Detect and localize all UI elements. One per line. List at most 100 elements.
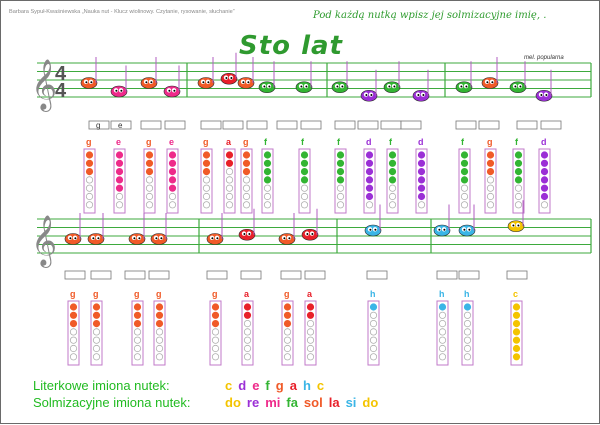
legend-solfege-5: la: [328, 395, 340, 410]
row1-flute-0-hole: [85, 176, 94, 184]
row1-flute-8: f: [298, 137, 311, 214]
row2-answer-box-11: [506, 270, 528, 280]
row1-answer-box-8: [300, 120, 322, 130]
row2-flute-8-hole: [369, 328, 378, 336]
row2-note-0: [64, 213, 82, 245]
row1-answer-box-3: [164, 120, 186, 130]
row1-flute-4-hole: [202, 184, 211, 192]
row1-note-16: [535, 69, 553, 102]
row1-flute-12: d: [415, 137, 428, 214]
row1-flute-6-hole: [242, 184, 251, 192]
row1-note-7-pupil-left: [263, 85, 266, 88]
row1-flute-14-hole: [486, 159, 495, 167]
row2-note-1: [87, 213, 105, 245]
row2-flute-9-hole: [438, 311, 447, 319]
row2-note-10-pupil-right: [468, 228, 471, 231]
row1-flute-5-hole: [225, 168, 234, 176]
row1-answer-box-11: [380, 120, 402, 130]
row1-flute-14-hole: [486, 192, 495, 201]
row1-flute-2-hole: [145, 192, 154, 201]
row2-flute-1-hole: [92, 303, 101, 311]
row2-flute-4-hole: [211, 344, 220, 353]
row1-flute-3-hole: [168, 159, 177, 167]
row1-note-6-head: [237, 77, 255, 89]
row1-flute-9-hole: [336, 159, 345, 167]
row2-note-4: [206, 213, 224, 245]
row1-flute-2-hole: [145, 159, 154, 167]
row2-flute-6: g: [281, 289, 294, 366]
row2-flute-3-hole: [155, 311, 164, 319]
row2-note-5-pupil-left: [243, 232, 246, 235]
row2-flute-9-hole: [438, 353, 447, 361]
row2-note-11-pupil-right: [517, 224, 520, 227]
legend-letter-row: Literkowe imiona nutek:: [33, 378, 170, 393]
row1-flute-14: g: [484, 137, 497, 214]
row2-flute-1-hole: [92, 353, 101, 361]
row2-note-7: [301, 208, 319, 241]
row1-flute-15-hole: [514, 168, 523, 176]
row2-flute-3-hole: [155, 328, 164, 336]
row1-flute-0: g: [83, 137, 96, 214]
row2-note-8: [364, 204, 382, 237]
row1-note-5-pupil-right: [230, 76, 233, 79]
row2-note-8-head: [364, 224, 382, 237]
row1-note-3-head: [163, 85, 181, 98]
row1-note-11-pupil-left: [388, 85, 391, 88]
row1-note-4-head: [197, 77, 215, 89]
instruction-text: Pod każdą nutką wpisz jej solmizacyjne i…: [313, 10, 547, 21]
row1-note-1-head: [110, 85, 128, 98]
row1-flute-4-hole: [202, 201, 211, 209]
row2-flute-4-letter: g: [212, 289, 218, 299]
row1-flute-11-hole: [388, 168, 397, 176]
row1-flute-7: f: [261, 137, 274, 214]
row2-note-3-head: [150, 233, 168, 245]
row1-note-1-pupil-left: [115, 89, 118, 92]
row2-flute-5-hole: [243, 311, 252, 319]
row1-flute-9-hole: [336, 151, 345, 159]
legend-solfege-2: mi: [265, 395, 281, 410]
row2-note-5-pupil-right: [248, 232, 251, 235]
row1-note-9-pupil-right: [341, 85, 344, 88]
row1-flute-11-hole: [388, 201, 397, 209]
row1-treble-clef-icon: 𝄞: [31, 60, 57, 112]
row2-flute-5-hole: [243, 353, 252, 361]
row1-flute-12-hole: [417, 159, 426, 167]
row2-note-9: [433, 204, 451, 237]
legend-solfege-3: fa: [286, 395, 298, 410]
row2-flute-3-hole: [155, 319, 164, 328]
row1-answer-box-0-example-text: g: [96, 121, 100, 130]
row2-flute-8-letter: h: [370, 289, 376, 299]
row1-flute-16-hole: [540, 151, 549, 159]
row2-flute-8: h: [367, 289, 380, 366]
row1-note-2-pupil-left: [145, 81, 148, 84]
song-title: Sto lat: [239, 31, 343, 61]
row1-flute-1-hole: [115, 201, 124, 209]
row1-flute-13-hole: [460, 201, 469, 209]
legend-letter-6: h: [302, 378, 311, 393]
legend-letter-2: e: [252, 378, 260, 393]
row1-note-7-head: [258, 81, 276, 94]
row1-flute-12-letter: d: [418, 137, 424, 147]
row2-flute-9-hole: [438, 303, 447, 311]
row2-flute-6-hole: [283, 344, 292, 353]
row1-note-15: [509, 61, 527, 94]
row2-flute-2-hole: [133, 328, 142, 336]
row2-note-6-head: [278, 233, 296, 245]
row1-flute-2-hole: [145, 176, 154, 184]
row2-flute-11-hole: [512, 336, 521, 344]
row1-note-6-pupil-right: [247, 81, 250, 84]
row2-flute-6-hole: [283, 311, 292, 319]
row1-flute-2-hole: [145, 168, 154, 176]
row2-flute-10-hole: [463, 328, 472, 336]
row1-flute-1: e: [113, 137, 126, 214]
row2-note-1-pupil-left: [92, 237, 95, 240]
row1-note-12-head: [412, 89, 430, 102]
row1-note-11-head: [383, 81, 401, 94]
time-sig-top: 4: [55, 63, 67, 85]
legend-solfege-values: do re mi fa sol la si do: [225, 395, 384, 410]
row1-flute-6-hole: [242, 192, 251, 201]
row1-flute-2-hole: [145, 151, 154, 159]
row1-note-16-pupil-right: [545, 93, 548, 96]
row1-flute-16-hole: [540, 201, 549, 209]
